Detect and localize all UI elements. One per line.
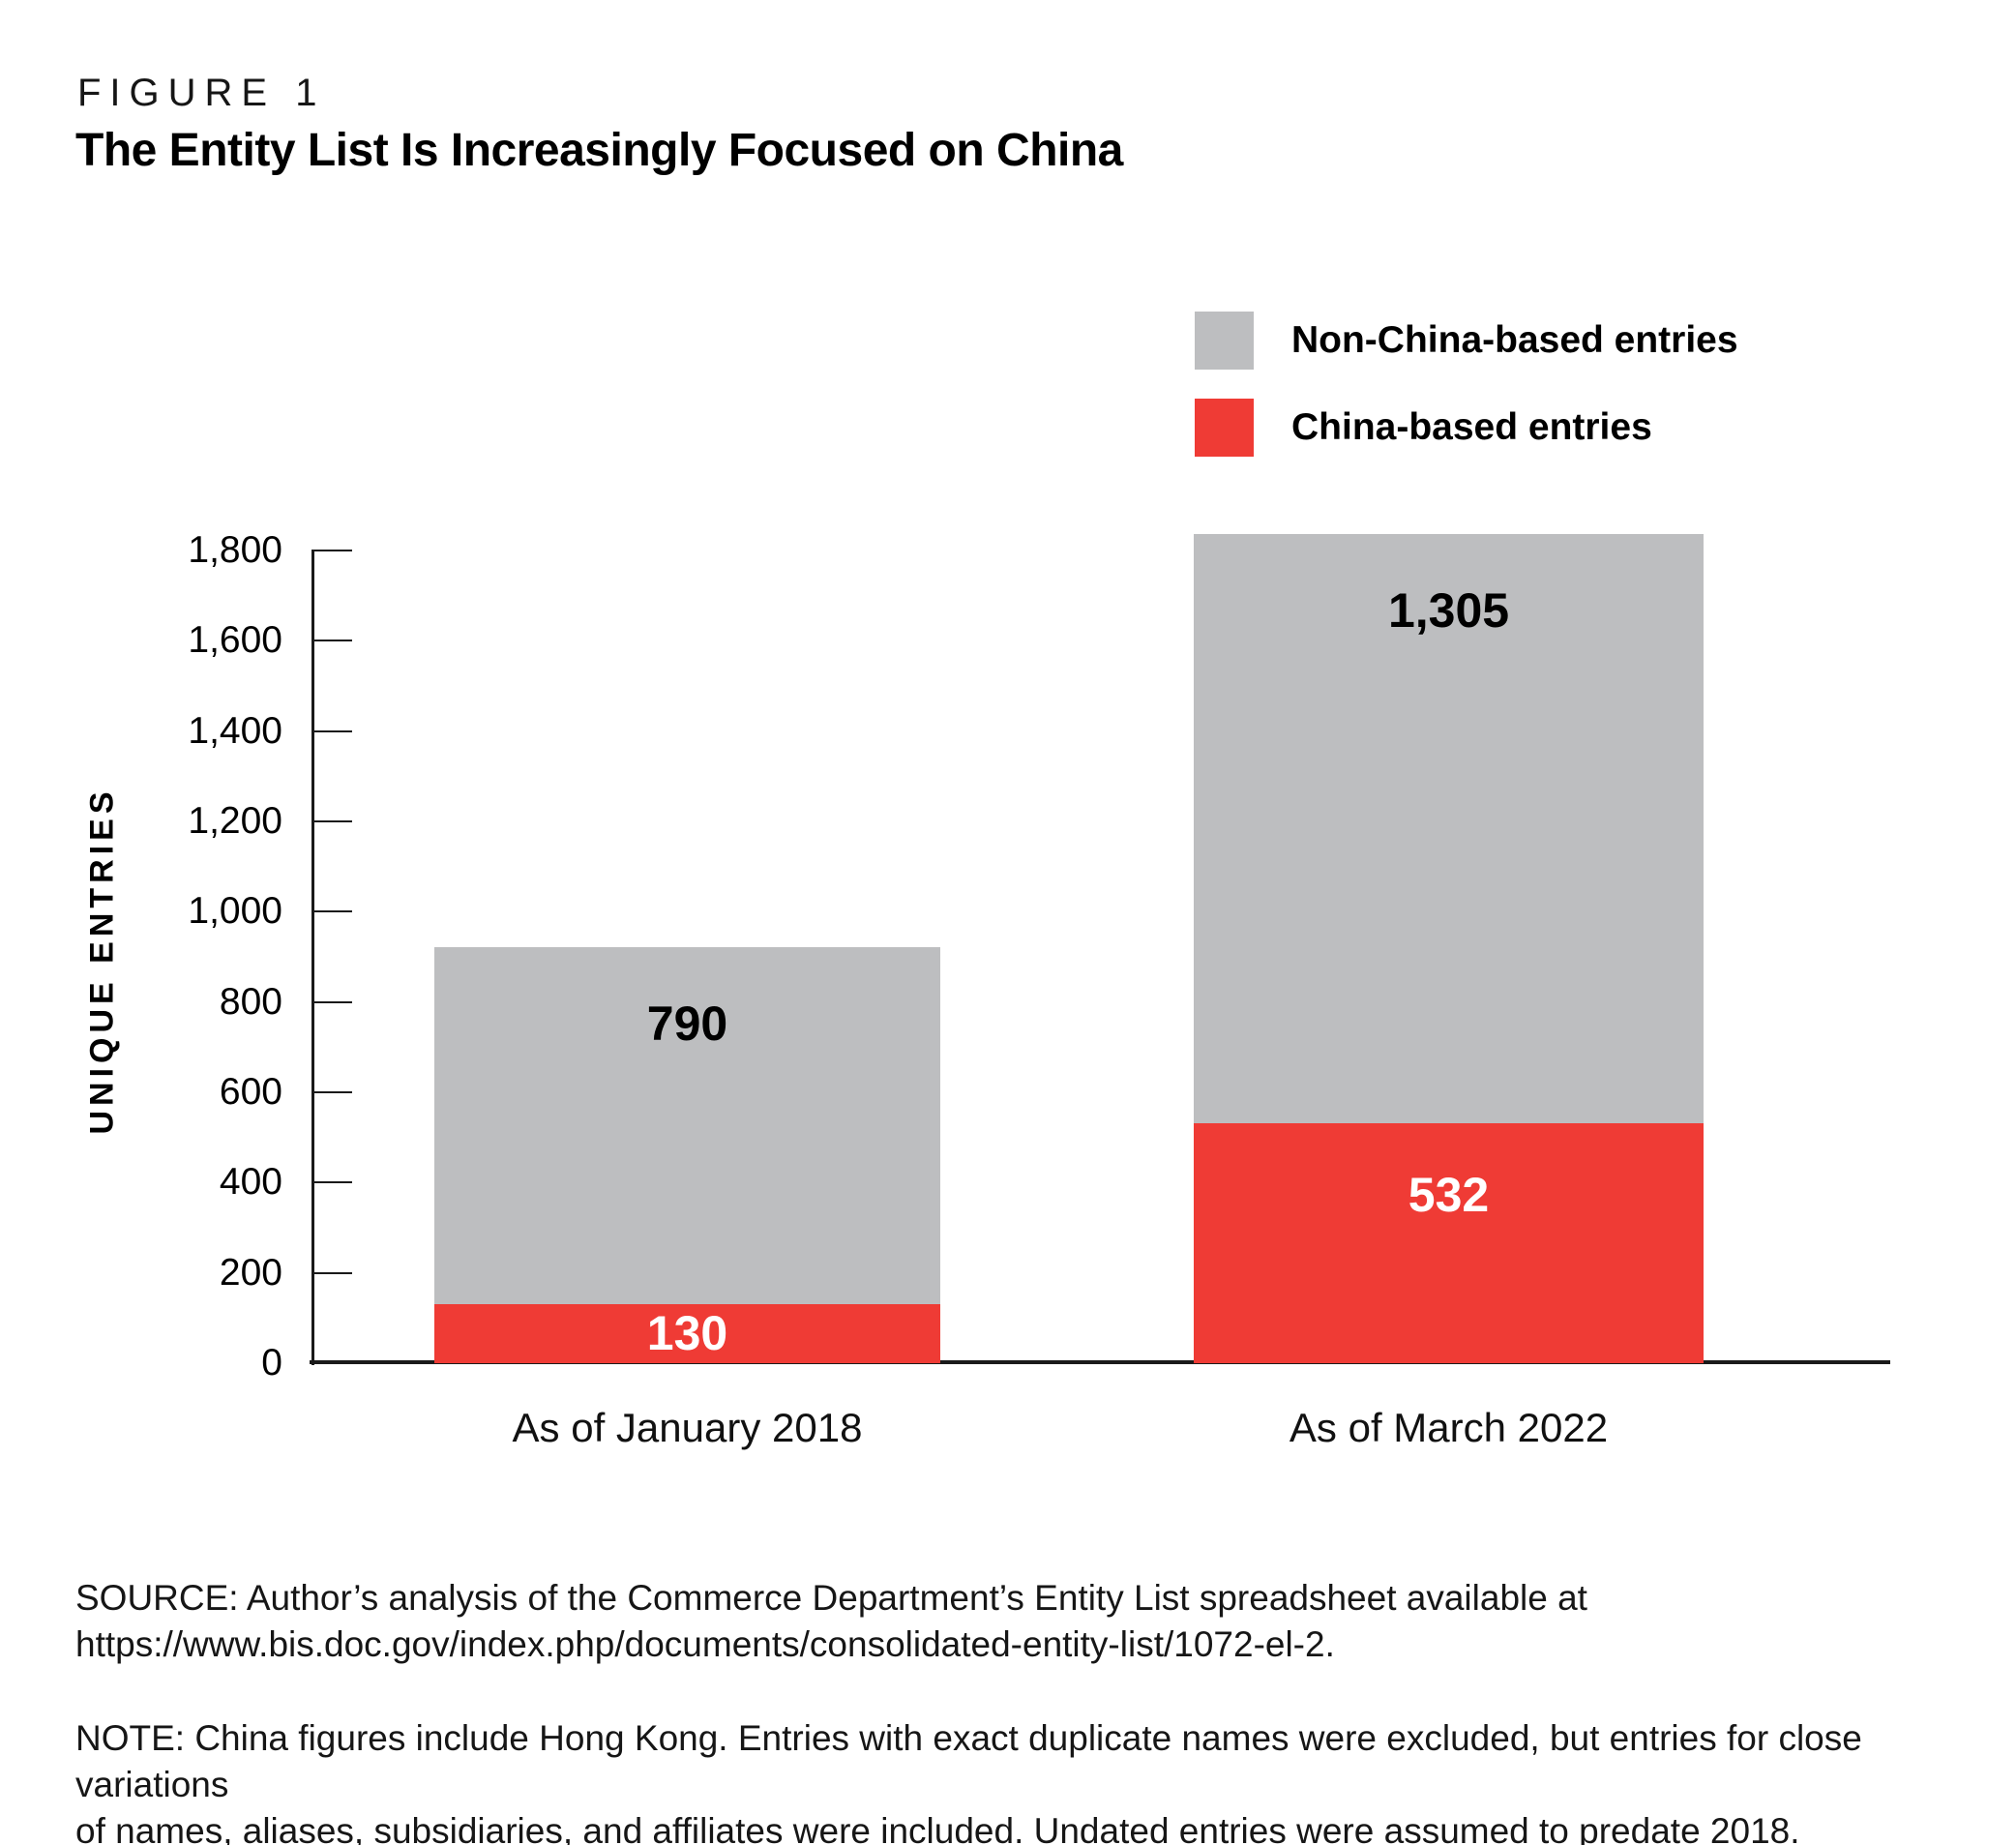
y-tick-label: 600 <box>219 1071 282 1113</box>
y-tick-mark <box>311 550 352 551</box>
x-axis-line <box>310 1360 1890 1364</box>
legend: Non-China-based entries China-based entri… <box>1195 312 1738 486</box>
y-tick-mark <box>311 729 352 732</box>
y-tick-label: 0 <box>261 1342 282 1384</box>
y-tick-label: 800 <box>219 980 282 1023</box>
legend-swatch <box>1195 312 1254 370</box>
source-line: SOURCE: Author’s analysis of the Commerc… <box>75 1578 1587 1618</box>
note-line: NOTE: China figures include Hong Kong. E… <box>75 1718 1862 1804</box>
y-tick-mark <box>311 1181 352 1184</box>
figure-number: FIGURE 1 <box>77 72 326 114</box>
legend-swatch <box>1195 399 1254 457</box>
y-tick-mark <box>311 820 352 822</box>
y-tick-mark <box>311 1000 352 1003</box>
bar-segment-non-china: 1,305 <box>1194 534 1704 1123</box>
y-tick-mark <box>311 910 352 913</box>
value-label-china: 130 <box>646 1306 728 1360</box>
bar-segment-china: 130 <box>434 1304 940 1363</box>
note-line: of names, aliases, subsidiaries, and aff… <box>75 1811 1800 1845</box>
legend-label: China-based entries <box>1291 406 1652 448</box>
x-axis-category-label: As of January 2018 <box>512 1405 863 1450</box>
stacked-bar: 790 130 <box>434 947 940 1363</box>
y-tick-label: 1,400 <box>188 709 282 752</box>
stacked-bar: 1,305 532 <box>1194 534 1704 1363</box>
x-axis-category-label: As of March 2022 <box>1289 1405 1609 1450</box>
y-tick-label: 200 <box>219 1251 282 1294</box>
y-tick-mark <box>311 640 352 642</box>
figure-title: The Entity List Is Increasingly Focused … <box>75 125 1123 176</box>
y-axis-line <box>311 551 314 1365</box>
source-text: SOURCE: Author’s analysis of the Commerc… <box>75 1575 1972 1668</box>
value-label-non-china: 790 <box>646 997 728 1051</box>
value-label-china: 532 <box>1408 1168 1490 1222</box>
bar-segment-china: 532 <box>1194 1123 1704 1363</box>
legend-label: Non-China-based entries <box>1291 319 1738 361</box>
y-tick-label: 1,000 <box>188 890 282 933</box>
y-tick-mark <box>311 1271 352 1274</box>
y-tick-label: 400 <box>219 1161 282 1204</box>
legend-item: Non-China-based entries <box>1195 312 1738 370</box>
legend-item: China-based entries <box>1195 399 1738 457</box>
y-tick-label: 1,200 <box>188 800 282 842</box>
note-text: NOTE: China figures include Hong Kong. E… <box>75 1715 1972 1845</box>
y-tick-mark <box>311 1091 352 1093</box>
source-line: https://www.bis.doc.gov/index.php/docume… <box>75 1624 1335 1664</box>
value-label-non-china: 1,305 <box>1387 583 1510 638</box>
y-tick-label: 1,600 <box>188 619 282 662</box>
y-tick-label: 1,800 <box>188 529 282 571</box>
bar-segment-non-china: 790 <box>434 947 940 1304</box>
